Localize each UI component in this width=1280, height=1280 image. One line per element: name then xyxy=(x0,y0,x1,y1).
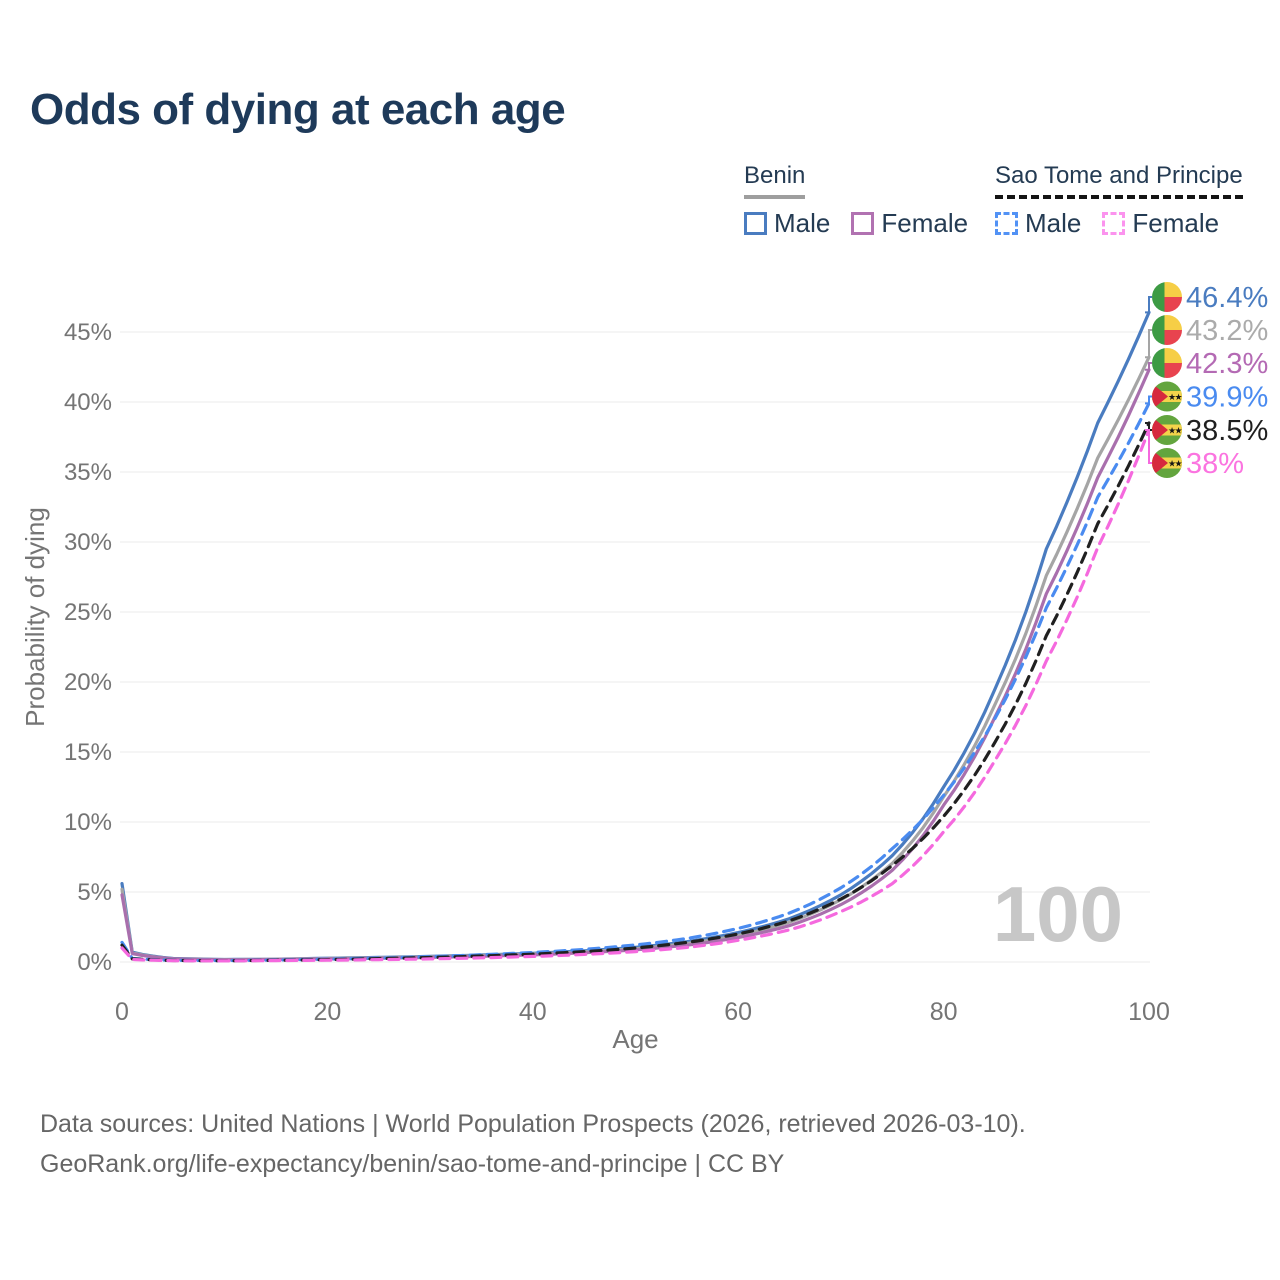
legend-benin-female-swatch[interactable] xyxy=(851,212,875,235)
y-tick-30%: 30% xyxy=(64,529,112,556)
svg-text:★: ★ xyxy=(1168,425,1176,435)
svg-text:★: ★ xyxy=(1168,458,1176,468)
y-tick-45%: 45% xyxy=(64,319,112,346)
legend-sao-tome-male-label: Male xyxy=(1025,208,1082,238)
footer-data-sources: Data sources: United Nations | World Pop… xyxy=(40,1110,1026,1138)
x-tick-100: 100 xyxy=(1128,998,1170,1026)
legend-benin-female-label: Female xyxy=(881,208,969,238)
legend-benin-series-toggle[interactable]: Benin xyxy=(744,162,806,199)
end-label-benin-male: 46.4% xyxy=(1186,282,1268,314)
legend-sao-tome-female-label: Female xyxy=(1132,208,1220,238)
x-tick-0: 0 xyxy=(115,998,129,1026)
x-tick-60: 60 xyxy=(724,998,752,1026)
y-axis-title: Probability of dying xyxy=(20,507,50,727)
end-label-benin-both: 43.2% xyxy=(1186,315,1268,347)
sao-tome-flag-icon: ★★ xyxy=(1152,415,1182,445)
legend-group-benin: Benin Male Female xyxy=(744,162,989,239)
x-tick-40: 40 xyxy=(519,998,547,1026)
footer-attribution-url: GeoRank.org/life-expectancy/benin/sao-to… xyxy=(40,1150,785,1178)
benin-flag-icon xyxy=(1152,282,1182,312)
y-tick-20%: 20% xyxy=(64,669,112,696)
label-connector-stp-female xyxy=(1145,429,1152,464)
svg-text:★: ★ xyxy=(1174,425,1182,435)
label-connector-stp-both xyxy=(1145,422,1152,431)
page-title: Odds of dying at each age xyxy=(30,85,566,134)
x-tick-20: 20 xyxy=(313,998,341,1026)
benin-flag-icon xyxy=(1152,348,1182,378)
legend-group-sao-tome: Sao Tome and Principe Male Female xyxy=(995,162,1243,239)
svg-text:★: ★ xyxy=(1174,458,1182,468)
legend-sao-tome-male-swatch[interactable] xyxy=(995,212,1018,235)
end-label-benin-female: 42.3% xyxy=(1186,348,1268,380)
x-tick-80: 80 xyxy=(930,998,958,1026)
label-connector-benin-male xyxy=(1145,296,1152,314)
svg-text:★: ★ xyxy=(1168,392,1176,402)
y-tick-5%: 5% xyxy=(77,879,112,906)
y-tick-25%: 25% xyxy=(64,599,112,626)
y-tick-0%: 0% xyxy=(77,949,112,976)
label-connector-benin-female xyxy=(1145,362,1152,371)
series-line-stp-female[interactable] xyxy=(120,428,1151,963)
y-tick-35%: 35% xyxy=(64,459,112,486)
sao-tome-flag-icon: ★★ xyxy=(1152,448,1182,478)
legend-sao-tome-row: Male Female xyxy=(995,208,1243,239)
series-line-benin-male[interactable] xyxy=(120,310,1151,962)
sao-tome-flag-icon: ★★ xyxy=(1152,381,1182,412)
label-connector-stp-male xyxy=(1145,395,1152,405)
chart-footer: Data sources: United Nations | World Pop… xyxy=(40,1104,1026,1184)
legend-benin-male-label: Male xyxy=(774,208,831,238)
x-axis-title: Age xyxy=(612,1024,658,1054)
svg-text:★: ★ xyxy=(1174,392,1182,402)
label-connector-benin-both xyxy=(1145,329,1152,359)
y-tick-40%: 40% xyxy=(64,389,112,416)
end-label-stp-both: 38.5% xyxy=(1186,415,1268,447)
legend-sao-tome-female-swatch[interactable] xyxy=(1102,212,1126,235)
end-label-stp-male: 39.9% xyxy=(1186,382,1268,414)
legend-sao-tome-series-toggle[interactable]: Sao Tome and Principe xyxy=(995,162,1243,199)
y-tick-15%: 15% xyxy=(64,739,112,766)
end-label-stp-female: 38% xyxy=(1186,448,1244,480)
legend-benin-row: Male Female xyxy=(744,208,989,239)
age-watermark: 100 xyxy=(993,870,1123,958)
benin-flag-icon xyxy=(1152,315,1182,345)
legend-benin-male-swatch[interactable] xyxy=(744,212,767,235)
y-tick-10%: 10% xyxy=(64,809,112,836)
